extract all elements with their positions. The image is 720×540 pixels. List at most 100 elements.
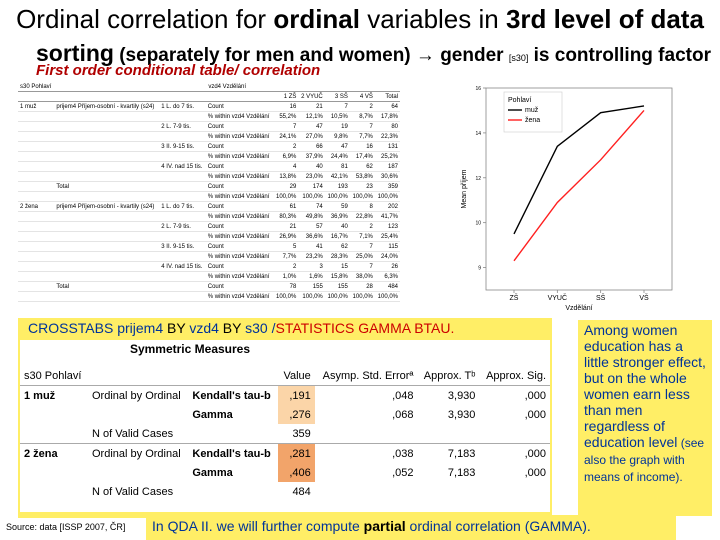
y-axis-label: Mean příjem (461, 169, 468, 208)
crosstab-cell: 174 (298, 181, 325, 192)
crosstab-cell (54, 111, 160, 122)
crosstab-cell: 1 L. do 7 tis. (159, 201, 206, 212)
symmetric-cell: Kendall's tau-b (188, 443, 279, 463)
crosstab-cell: 12,1% (298, 111, 325, 122)
crosstab-cell: 3 II. 9-15 tis. (159, 141, 206, 152)
crosstab-cell: 25,4% (374, 231, 400, 242)
legend-label: žena (525, 117, 540, 124)
crosstab-cell: 66 (298, 141, 325, 152)
bottom-note: In QDA II. we will further compute parti… (152, 518, 591, 534)
crosstab-cell (159, 181, 206, 192)
crosstab-cell (54, 231, 160, 242)
crosstab-cell: % within vzd4 Vzdělání (205, 151, 274, 162)
crosstab-cell: 23 (349, 181, 375, 192)
symmetric-cell: Gamma (192, 408, 233, 421)
crosstab-cell: 100,0% (298, 291, 325, 302)
crosstab-col-header (159, 91, 206, 102)
crosstab-row: Total Count 78 155 155 28 484 (18, 281, 400, 292)
symmetric-col-header: s30 Pohlaví (24, 369, 82, 382)
crosstab-cell: 1,6% (298, 271, 325, 282)
crosstab-cell (18, 271, 55, 282)
symmetric-cell (188, 482, 278, 501)
crosstab-cell (18, 221, 55, 232)
cmd-part: s30 / (241, 320, 276, 336)
crosstab-cell (159, 211, 206, 222)
crosstab-row: % within vzd4 Vzdělání 55,2% 12,1% 10,5% 8,7… (18, 111, 400, 122)
crosstab-cell (18, 281, 55, 292)
title-text-e: (separately for men and women) → gender (113, 45, 509, 66)
crosstab-cell: 21 (298, 101, 325, 112)
crosstab-cell (159, 281, 206, 292)
crosstab-row: % within vzd4 Vzdělání 100,0% 100,0% 100,0%… (18, 191, 400, 202)
symmetric-cell: 1 muž (20, 385, 88, 405)
symmetric-row: 2 žena Ordinal by Ordinal Kendall's tau-b,… (20, 443, 550, 463)
crosstab-cell: 28 (349, 281, 375, 292)
means-line-chart: 9 10 12 14 16 ZŠ VYUČ SŠ VŠ Vzdělání Mean příjem Po… (452, 80, 692, 316)
symmetric-cell: Gamma (192, 466, 233, 479)
bottom-text-c: ordinal correlation (GAMMA). (405, 518, 591, 534)
crosstab-cell: 100,0% (273, 191, 299, 202)
x-tick-label: SŠ (596, 293, 606, 302)
crosstab-col-header (205, 91, 274, 102)
symmetric-cell (20, 405, 88, 424)
crosstab-cell (159, 171, 206, 182)
crosstab-cell: 2 L. 7-9 tis. (159, 221, 206, 232)
symmetric-cell: 3,930 (447, 408, 476, 421)
crosstab-cell (18, 211, 55, 222)
crosstab-cell: 8 (349, 201, 375, 212)
crosstab-cell: 22,3% (374, 131, 400, 142)
crosstab-cell: 22,8% (349, 211, 375, 222)
crosstab-cell: Count (205, 161, 274, 172)
spss-command: CROSSTABS prijem4 BY vzd4 BY s30 /STATIS… (28, 320, 454, 336)
crosstab-cell (54, 271, 160, 282)
crosstab-cell: 7,7% (349, 131, 375, 142)
cmd-keyword: BY (222, 320, 242, 336)
title-text-d: 3rd level of data (505, 4, 704, 34)
symmetric-cell: ,406 (278, 463, 315, 482)
crosstab-row: % within vzd4 Vzdělání 13,8% 23,0% 42,1% 53,… (18, 171, 400, 182)
x-tick-label: VYUČ (548, 293, 567, 302)
crosstab-cell: 47 (324, 141, 350, 152)
crosstab-cell: 25,0% (349, 251, 375, 262)
crosstab-subheader: vzd4 Vzdělání (54, 82, 400, 92)
crosstab-cell: 202 (374, 201, 400, 212)
crosstab-row: % within vzd4 Vzdělání 26,9% 36,6% 16,7% 7,1… (18, 231, 400, 242)
crosstab-col-header-row: 1 ZŠ 2 VYUČ 3 SŠ 4 VŠ Total (18, 91, 400, 102)
crosstab-cell: 100,0% (349, 191, 375, 202)
symmetric-cell (479, 424, 550, 444)
crosstab-cell: 29 (273, 181, 299, 192)
crosstab-cell (159, 111, 206, 122)
crosstab-cell: 7 (273, 121, 299, 132)
crosstab-cell: 36,6% (298, 231, 325, 242)
crosstab-cell: 2 L. 7-9 tis. (159, 121, 206, 132)
note-small: (see also the graph with means of income… (584, 436, 705, 484)
x-tick-label: VŠ (639, 293, 649, 302)
crosstab-cell (18, 291, 55, 302)
crosstab-cell: 15,8% (324, 271, 350, 282)
crosstab-row: 2 L. 7-9 tis. Count 7 47 19 7 80 (18, 121, 400, 132)
crosstab-cell: 81 (324, 161, 350, 172)
crosstab-row: 2 L. 7-9 tis. Count 21 57 40 2 123 (18, 221, 400, 232)
crosstab-cell: Count (205, 241, 274, 252)
crosstab-cell: prijem4 Příjem-osobní - kvartily (s24) (54, 201, 160, 212)
crosstab-cell: 41 (298, 241, 325, 252)
crosstab-cell: % within vzd4 Vzdělání (205, 211, 274, 222)
crosstab-cell (18, 111, 55, 122)
crosstab-cell: 26 (374, 261, 400, 272)
crosstab-cell: 23,0% (298, 171, 325, 182)
symmetric-cell (188, 424, 278, 444)
crosstab-cell (18, 171, 55, 182)
crosstab-cell: 4 (273, 161, 299, 172)
crosstab-row: 4 IV. nad 15 tis. Count 4 40 81 62 187 (18, 161, 400, 172)
crosstab-cell: 7 (349, 241, 375, 252)
bottom-text-b: partial (363, 518, 406, 534)
crosstab-cell: 7,1% (349, 231, 375, 242)
symmetric-cell (88, 463, 188, 482)
crosstab-cell: 1 muž (18, 101, 55, 112)
crosstab-cell: 7 (324, 101, 350, 112)
chart-svg: 9 10 12 14 16 ZŠ VYUČ SŠ VŠ Vzdělání Mean příjem Po… (461, 86, 673, 312)
title-text-f: [s30] (508, 53, 529, 63)
crosstab-cell: 42,1% (324, 171, 350, 182)
crosstab-cell: 100,0% (374, 191, 400, 202)
symmetric-cell: ,038 (314, 443, 418, 463)
